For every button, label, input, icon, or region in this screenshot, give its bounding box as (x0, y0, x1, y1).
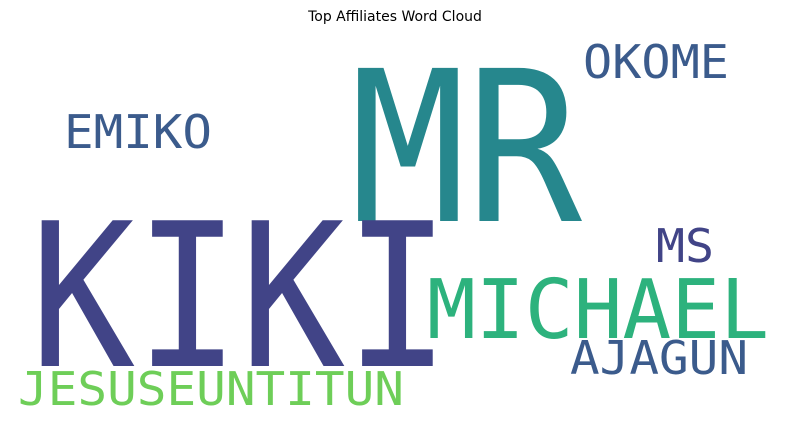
word-emiko: EMIKO (64, 105, 212, 159)
word-ajagun: AJAGUN (570, 331, 748, 385)
word-okome: OKOME (583, 35, 729, 89)
chart-title: Top Affiliates Word Cloud (308, 9, 482, 25)
word-ms: MS (656, 219, 714, 273)
word-jesuseuntitun: JESUSEUNTITUN (18, 362, 404, 416)
word-michael: MICHAEL (427, 263, 769, 358)
word-mr: MR (350, 26, 583, 271)
word-kiki: KIKI (30, 181, 450, 414)
